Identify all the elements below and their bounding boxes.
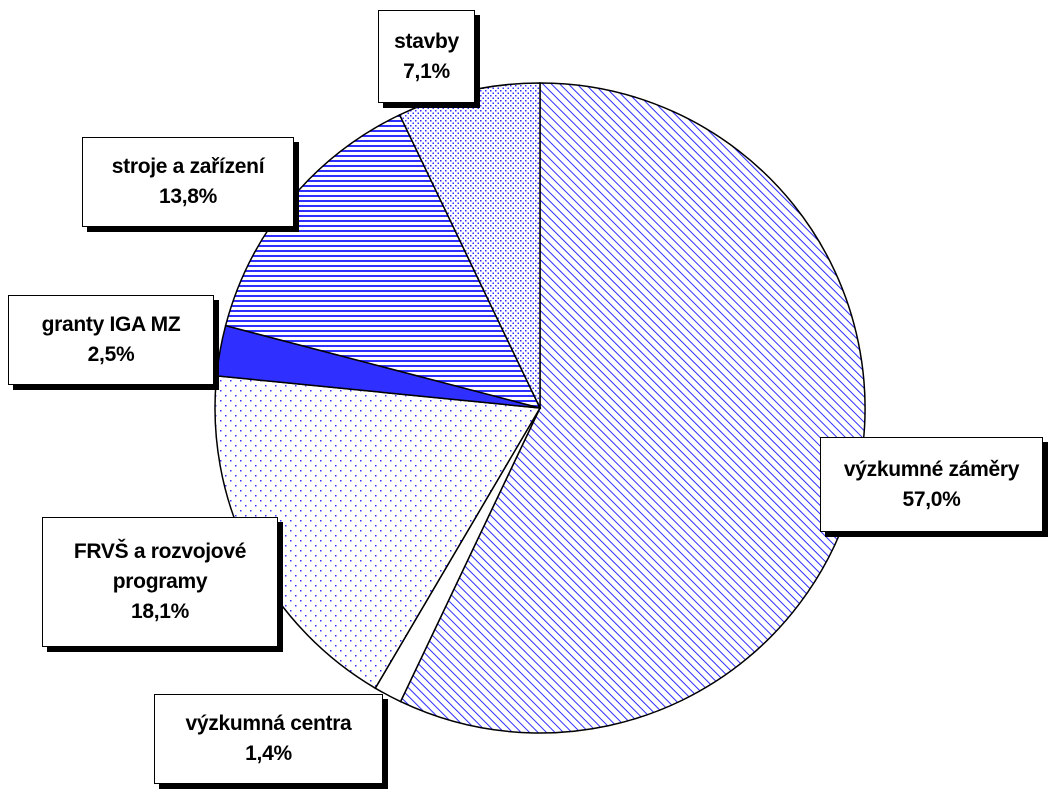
slice-name: granty IGA MZ — [41, 313, 181, 336]
slice-name: stroje a zařízení — [111, 155, 265, 178]
slice-value: 1,4% — [245, 742, 292, 765]
slice-name: stavby — [394, 29, 459, 53]
slice-label: výzkumné záměry 57,0% — [820, 437, 1043, 532]
slice-name: FRVŠ a rozvojové programy — [73, 540, 247, 593]
slice-name: výzkumná centra — [185, 712, 352, 735]
pie — [214, 82, 866, 734]
slice-value: 13,8% — [158, 185, 218, 208]
slice-value: 7,1% — [403, 59, 450, 83]
slice-value: 18,1% — [130, 600, 190, 623]
slice-value: 57,0% — [902, 487, 961, 511]
slice-value: 2,5% — [87, 343, 135, 366]
slice-label: výzkumná centra 1,4% — [154, 694, 383, 784]
slice-name: výzkumné záměry — [843, 457, 1020, 481]
slice-label: FRVŠ a rozvojové programy 18,1% — [42, 517, 278, 647]
slice-label: granty IGA MZ 2,5% — [8, 295, 214, 385]
slice-label: stavby 7,1% — [378, 10, 475, 103]
slice-label: stroje a zařízení 13,8% — [82, 137, 294, 227]
